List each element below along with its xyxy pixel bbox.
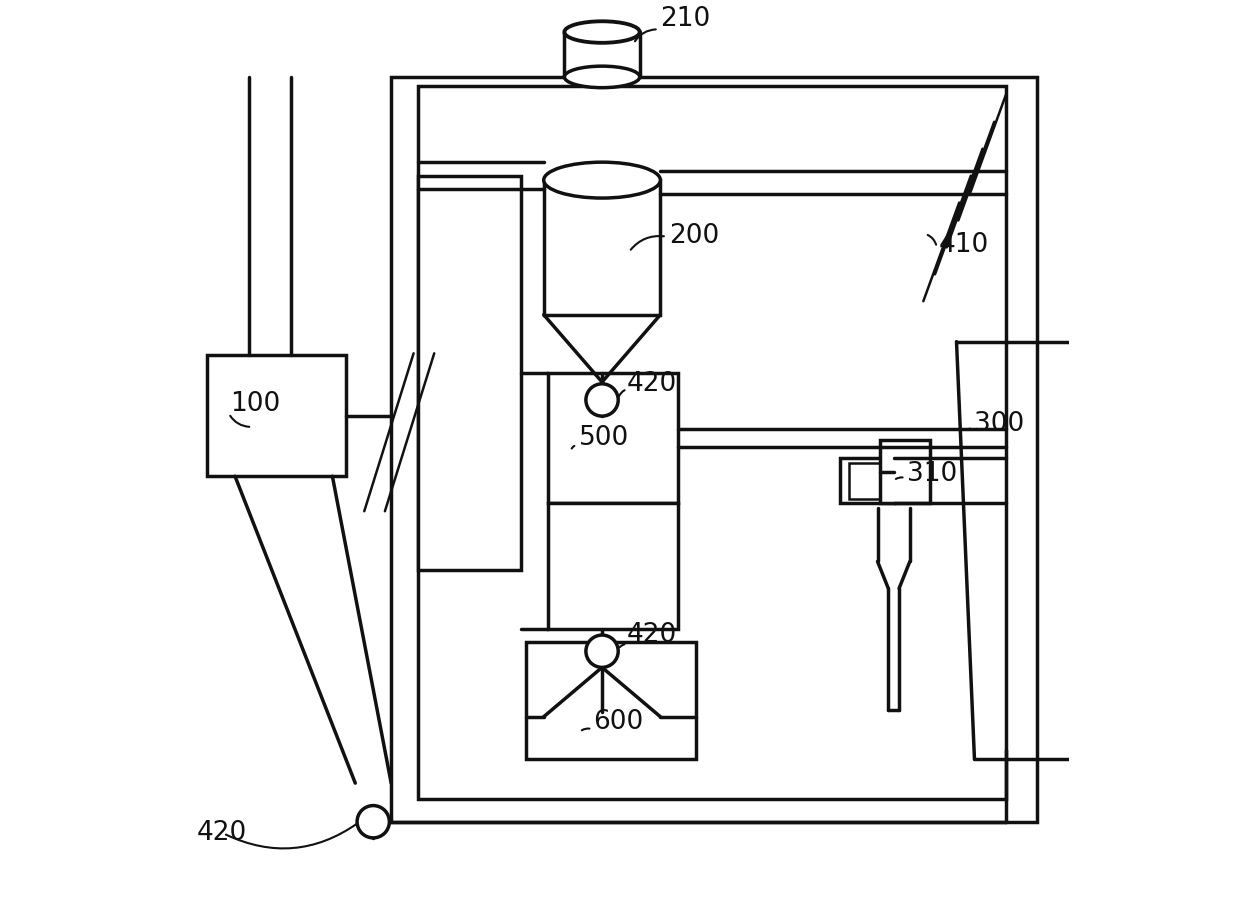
Bar xyxy=(526,642,697,759)
Text: 420: 420 xyxy=(627,622,677,648)
Bar xyxy=(839,458,894,503)
Ellipse shape xyxy=(543,163,661,198)
Text: 100: 100 xyxy=(229,391,280,417)
Text: 410: 410 xyxy=(939,232,988,258)
Ellipse shape xyxy=(564,66,640,88)
Bar xyxy=(418,86,1006,799)
Bar xyxy=(849,462,888,498)
Text: 300: 300 xyxy=(975,411,1024,437)
Text: 500: 500 xyxy=(579,425,629,451)
Ellipse shape xyxy=(564,22,640,43)
Text: 210: 210 xyxy=(661,5,711,31)
Bar xyxy=(548,373,678,503)
Circle shape xyxy=(357,806,389,838)
Text: 420: 420 xyxy=(627,371,677,397)
Bar xyxy=(418,176,521,570)
Bar xyxy=(391,77,1038,822)
Bar xyxy=(548,503,678,629)
Bar xyxy=(207,355,346,476)
Text: 200: 200 xyxy=(670,223,719,249)
Text: 310: 310 xyxy=(908,461,957,487)
Bar xyxy=(543,180,661,314)
Circle shape xyxy=(587,383,619,416)
Bar xyxy=(880,440,930,503)
Circle shape xyxy=(587,635,619,667)
Text: 600: 600 xyxy=(593,709,644,735)
Text: 420: 420 xyxy=(196,820,247,846)
